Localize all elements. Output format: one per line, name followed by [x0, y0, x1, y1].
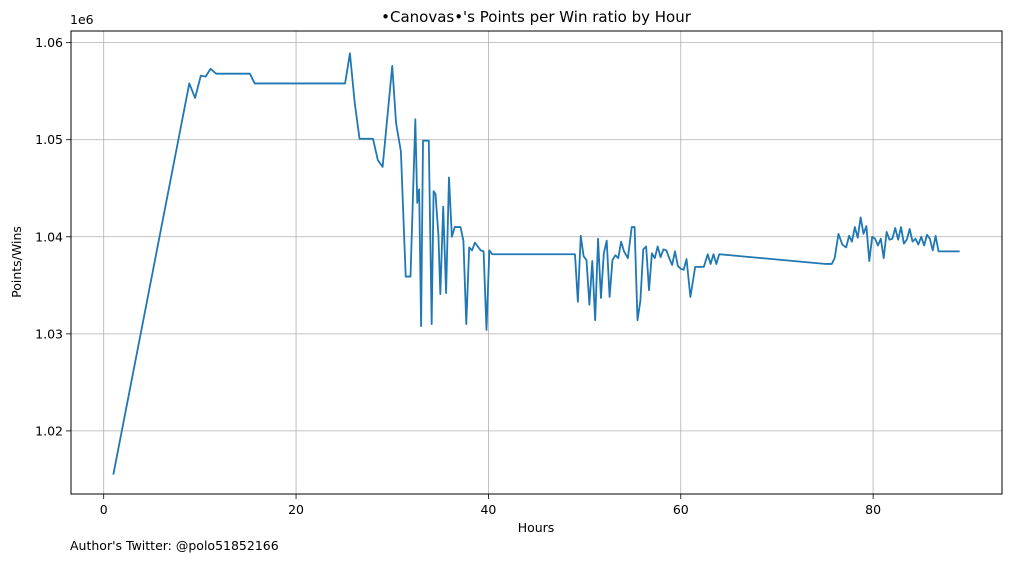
grid-lines [71, 31, 1002, 494]
x-axis-label: Hours [518, 520, 555, 535]
y-offset-label: 1e6 [70, 12, 94, 27]
x-tick-label: 0 [100, 502, 108, 517]
y-tick-label: 1.05 [35, 132, 63, 147]
plot-frame [70, 30, 1003, 495]
series-line [112, 52, 960, 475]
x-tick-label: 80 [865, 502, 881, 517]
x-tick-label: 40 [480, 502, 496, 517]
y-axis-ticks: 1.02 1.03 1.04 1.05 1.06 [35, 35, 71, 438]
y-tick-label: 1.03 [35, 326, 63, 341]
x-axis-ticks: 0 20 40 60 80 [100, 494, 881, 517]
chart-title: •Canovas•'s Points per Win ratio by Hour [381, 8, 692, 26]
x-tick-label: 20 [288, 502, 304, 517]
y-axis-label: Points/Wins [9, 226, 24, 298]
x-tick-label: 60 [673, 502, 689, 517]
y-tick-label: 1.04 [35, 229, 63, 244]
author-credit: Author's Twitter: @polo51852166 [70, 538, 279, 553]
y-tick-label: 1.06 [35, 35, 63, 50]
y-tick-label: 1.02 [35, 423, 63, 438]
